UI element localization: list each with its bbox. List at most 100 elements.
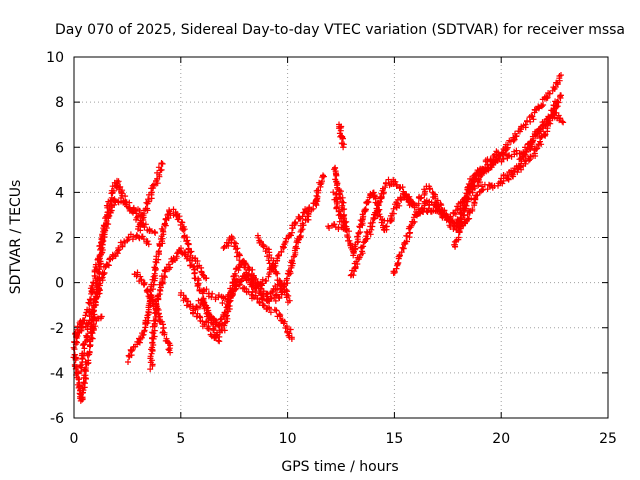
data-point: [277, 283, 284, 289]
data-point: [152, 265, 159, 272]
data-point: [126, 199, 133, 206]
data-point: [475, 182, 482, 189]
data-point: [379, 187, 386, 194]
data-point: [158, 160, 165, 167]
data-point: [161, 273, 168, 279]
data-point: [276, 313, 283, 320]
data-point: [104, 261, 111, 268]
data-point: [393, 181, 400, 188]
data-point: [500, 156, 507, 162]
data-point: [471, 196, 478, 203]
series-arc-e: [125, 206, 210, 365]
data-point: [339, 134, 346, 141]
data-point: [105, 221, 112, 228]
data-point: [458, 216, 465, 223]
data-point: [215, 337, 222, 344]
data-point: [129, 347, 136, 354]
data-point: [533, 146, 540, 153]
data-point: [152, 264, 158, 271]
data-point: [183, 302, 190, 309]
data-point: [176, 213, 183, 220]
data-point: [167, 349, 174, 356]
data-point: [494, 157, 501, 164]
data-point: [155, 249, 162, 256]
data-point: [504, 141, 511, 148]
data-point: [224, 308, 231, 315]
data-point: [229, 288, 235, 295]
data-point: [383, 223, 390, 230]
x-tick-label: 5: [176, 431, 185, 447]
data-point: [255, 234, 262, 241]
data-point: [415, 200, 422, 207]
data-point: [279, 317, 286, 324]
data-point: [82, 312, 89, 319]
data-point: [362, 206, 369, 213]
data-point: [199, 323, 206, 330]
data-point: [203, 319, 209, 326]
data-point: [145, 317, 152, 324]
y-tick-label: -2: [50, 321, 64, 337]
data-point: [363, 235, 370, 242]
data-point: [397, 252, 403, 259]
data-point: [537, 126, 544, 133]
data-point: [279, 243, 286, 250]
data-point: [195, 281, 202, 288]
data-point: [156, 313, 163, 320]
data-point: [295, 239, 302, 246]
data-point: [245, 272, 252, 278]
data-point: [153, 302, 160, 309]
data-point: [399, 184, 406, 191]
data-point: [105, 262, 112, 269]
data-point: [382, 184, 388, 191]
data-point: [346, 228, 352, 235]
series-arc-h: [131, 269, 174, 356]
data-point: [340, 199, 347, 206]
y-tick-label: 2: [55, 231, 64, 247]
data-point: [183, 234, 190, 241]
data-point: [407, 229, 413, 236]
data-point: [485, 166, 492, 173]
data-point: [96, 285, 102, 292]
data-point: [355, 229, 362, 236]
data-point: [145, 196, 151, 203]
data-point: [310, 205, 317, 212]
data-point: [203, 305, 210, 312]
data-point: [305, 211, 312, 218]
data-point: [432, 193, 439, 200]
series-arc-j: [190, 193, 321, 330]
data-point: [276, 295, 283, 302]
data-point: [369, 219, 376, 226]
data-point: [334, 203, 341, 210]
data-point: [155, 256, 162, 263]
data-point: [522, 121, 529, 128]
data-point: [144, 286, 151, 293]
data-point: [139, 215, 146, 222]
data-point: [116, 246, 122, 253]
series-spike-2: [325, 189, 348, 233]
data-point: [264, 293, 271, 300]
data-point: [150, 342, 157, 348]
data-point: [507, 138, 514, 145]
data-point: [359, 218, 365, 225]
data-point: [219, 300, 226, 306]
data-point: [434, 207, 441, 214]
series-arc-o: [331, 144, 509, 259]
data-point: [122, 201, 129, 208]
data-point: [382, 180, 389, 187]
data-point: [265, 273, 272, 280]
data-point: [488, 164, 495, 171]
x-tick-label: 0: [70, 431, 79, 447]
data-point: [150, 330, 157, 337]
data-point: [538, 141, 545, 148]
data-point: [502, 147, 509, 154]
data-point: [148, 189, 155, 196]
data-point: [151, 181, 157, 188]
data-point: [236, 281, 243, 288]
data-point: [233, 272, 239, 279]
y-tick-label: -4: [50, 366, 64, 382]
data-point: [320, 173, 327, 180]
data-point: [283, 277, 290, 284]
data-point: [447, 213, 454, 220]
data-point: [142, 205, 149, 212]
